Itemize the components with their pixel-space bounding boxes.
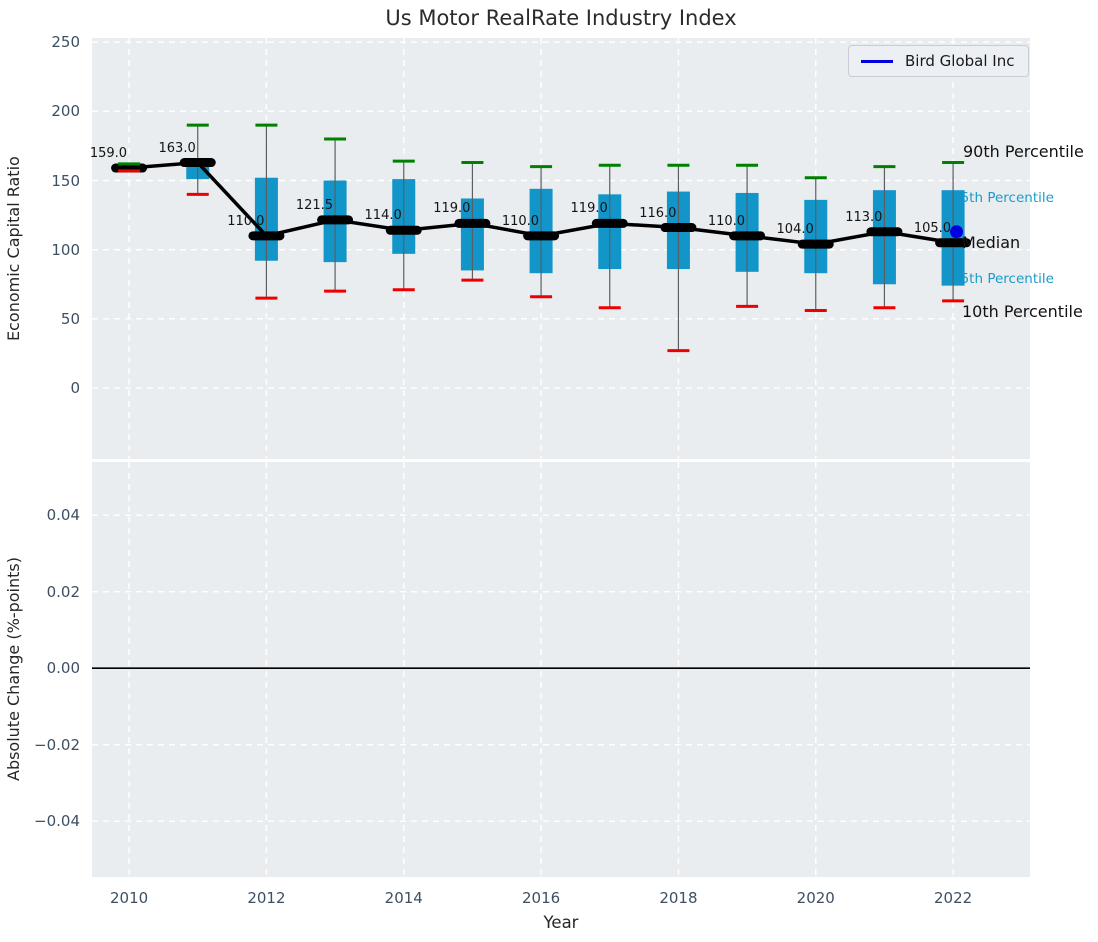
- y-tick-label: 150: [51, 171, 80, 190]
- box-iqr: [117, 166, 141, 170]
- median-value-label: 110.0: [707, 213, 746, 229]
- bottom-panel: [92, 462, 1030, 877]
- y-tick-label: 100: [51, 240, 80, 259]
- box-iqr: [872, 190, 896, 285]
- median-value-label: 121.5: [295, 197, 334, 213]
- p90-annotation: 90th Percentile: [963, 142, 1084, 161]
- x-tick-label: 2010: [109, 889, 149, 907]
- y-tick-label: −0.02: [34, 735, 80, 754]
- x-tick-label: 2014: [384, 889, 423, 907]
- top-panel: [92, 38, 1030, 459]
- median-marker: [523, 231, 560, 241]
- y-tick-label: 250: [51, 33, 80, 52]
- x-tick-label: 2012: [247, 889, 286, 907]
- box-iqr: [735, 192, 759, 272]
- median-annotation: Median: [962, 233, 1021, 252]
- plot-svg: [92, 462, 1030, 877]
- y-tick-label: 0.00: [46, 659, 80, 678]
- median-value-label: 113.0: [845, 209, 883, 225]
- x-tick-label: 2018: [659, 889, 698, 907]
- p75-annotation: 75th Percentile: [952, 190, 1054, 206]
- x-tick-label: 2022: [933, 889, 973, 907]
- median-value-label: 104.0: [776, 222, 814, 238]
- median-value-label: 105.0: [913, 220, 952, 236]
- y-tick-label: 0.02: [46, 582, 80, 601]
- median-trend-line: [128, 160, 954, 246]
- median-marker: [179, 158, 216, 168]
- median-value-label: 119.0: [433, 201, 471, 217]
- median-value-label: 114.0: [364, 208, 402, 224]
- y-tick-label: 50: [60, 309, 80, 328]
- median-marker: [111, 163, 148, 173]
- median-value-label: 110.0: [501, 213, 540, 229]
- x-axis-label: Year: [543, 913, 579, 932]
- box-iqr: [323, 180, 347, 263]
- y-tick-label: 0.04: [46, 506, 80, 525]
- legend-label: Bird Global Inc: [905, 52, 1015, 70]
- median-marker: [385, 225, 422, 235]
- median-value-label: 119.0: [570, 201, 608, 217]
- median-value-label: 116.0: [639, 205, 677, 221]
- legend: Bird Global Inc: [848, 45, 1030, 77]
- y-tick-label: −0.04: [34, 812, 80, 831]
- plot-svg: [92, 38, 1030, 459]
- median-marker: [866, 227, 903, 237]
- median-value-label: 110.0: [227, 213, 265, 229]
- median-value-label: 159.0: [89, 146, 128, 162]
- legend-line-icon: [861, 59, 893, 63]
- p10-annotation: 10th Percentile: [962, 302, 1083, 321]
- box-iqr: [666, 191, 690, 270]
- median-marker: [797, 239, 834, 249]
- chart-title: Us Motor RealRate Industry Index: [385, 6, 737, 30]
- box-iqr: [529, 188, 553, 274]
- median-marker: [317, 215, 354, 225]
- y-tick-label: 200: [51, 102, 80, 121]
- median-marker: [660, 223, 697, 233]
- median-marker: [454, 218, 491, 228]
- x-tick-label: 2016: [521, 889, 561, 907]
- y-tick-label: 0: [70, 379, 80, 398]
- median-marker: [248, 231, 285, 241]
- median-marker: [591, 218, 628, 228]
- median-marker: [729, 231, 766, 241]
- p25-annotation: 25th Percentile: [952, 271, 1054, 287]
- median-value-label: 163.0: [158, 140, 196, 156]
- box-iqr: [186, 162, 210, 180]
- x-tick-label: 2020: [796, 889, 835, 907]
